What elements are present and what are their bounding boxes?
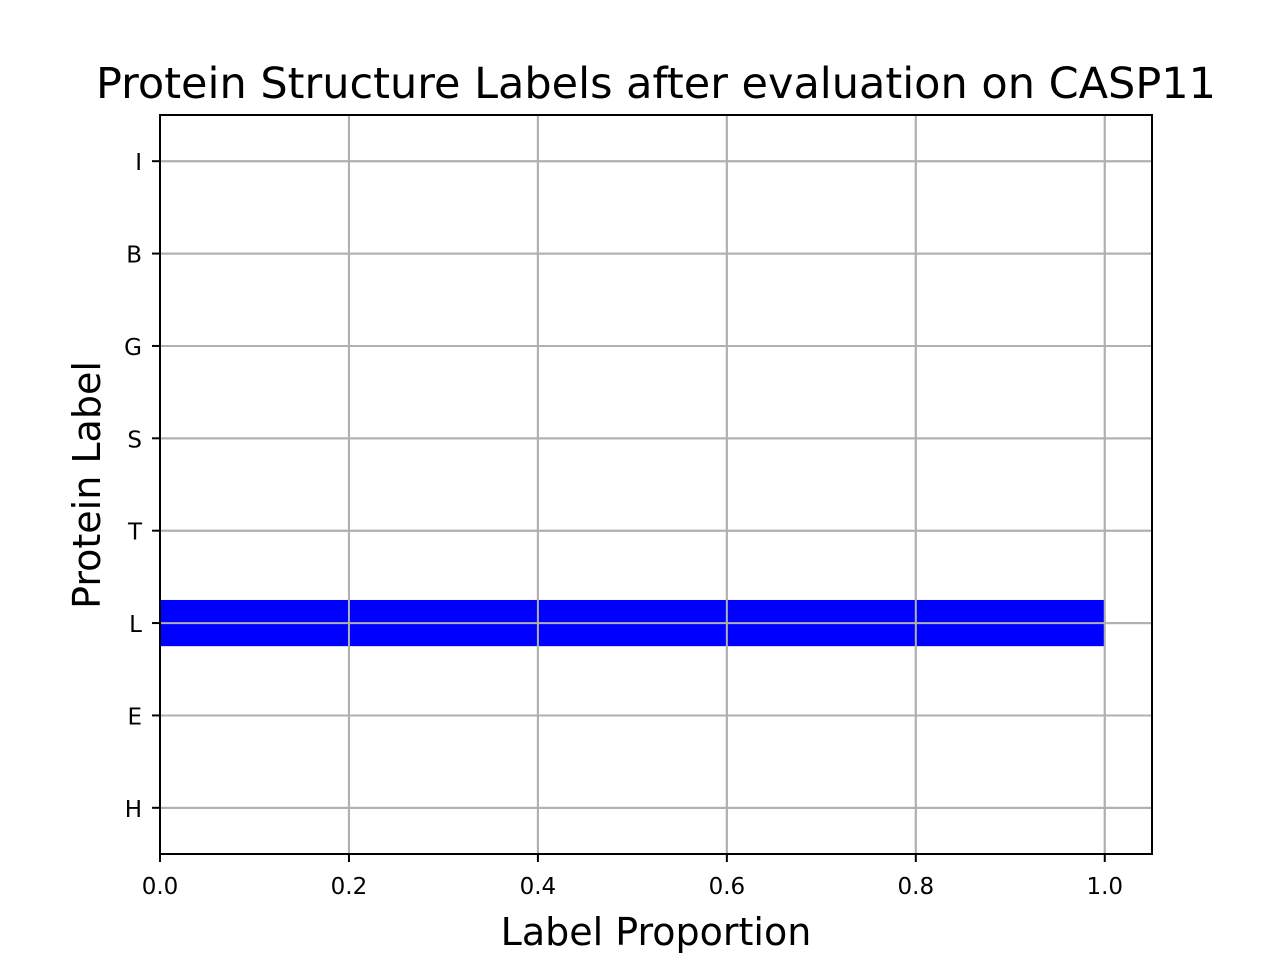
plot-frame xyxy=(159,114,1153,855)
x-tick-label: 0.8 xyxy=(898,874,935,900)
y-tick-label: B xyxy=(126,243,142,269)
y-axis-ticks: H E L T S G B I xyxy=(124,150,160,823)
y-axis-label: Protein Label xyxy=(65,361,109,609)
grid-lines-overlay xyxy=(159,115,1152,854)
x-tick-label: 0.2 xyxy=(331,874,368,900)
x-tick-label: 0.4 xyxy=(520,874,557,900)
y-tick-label: G xyxy=(124,335,142,361)
grid-lines xyxy=(159,115,1152,854)
y-tick-label: E xyxy=(127,704,142,730)
x-tick-label: 0.6 xyxy=(709,874,746,900)
y-tick-label: L xyxy=(129,612,142,638)
y-tick-label: H xyxy=(125,797,142,823)
y-tick-label: I xyxy=(135,150,142,176)
x-axis-label: Label Proportion xyxy=(501,910,812,954)
chart-title: Protein Structure Labels after evaluatio… xyxy=(96,59,1216,109)
y-tick-label: S xyxy=(127,427,142,453)
x-tick-label: 1.0 xyxy=(1086,874,1123,900)
y-tick-label: T xyxy=(127,520,143,546)
x-axis-ticks: 0.0 0.2 0.4 0.6 0.8 1.0 xyxy=(142,854,1123,900)
x-tick-label: 0.0 xyxy=(142,874,179,900)
